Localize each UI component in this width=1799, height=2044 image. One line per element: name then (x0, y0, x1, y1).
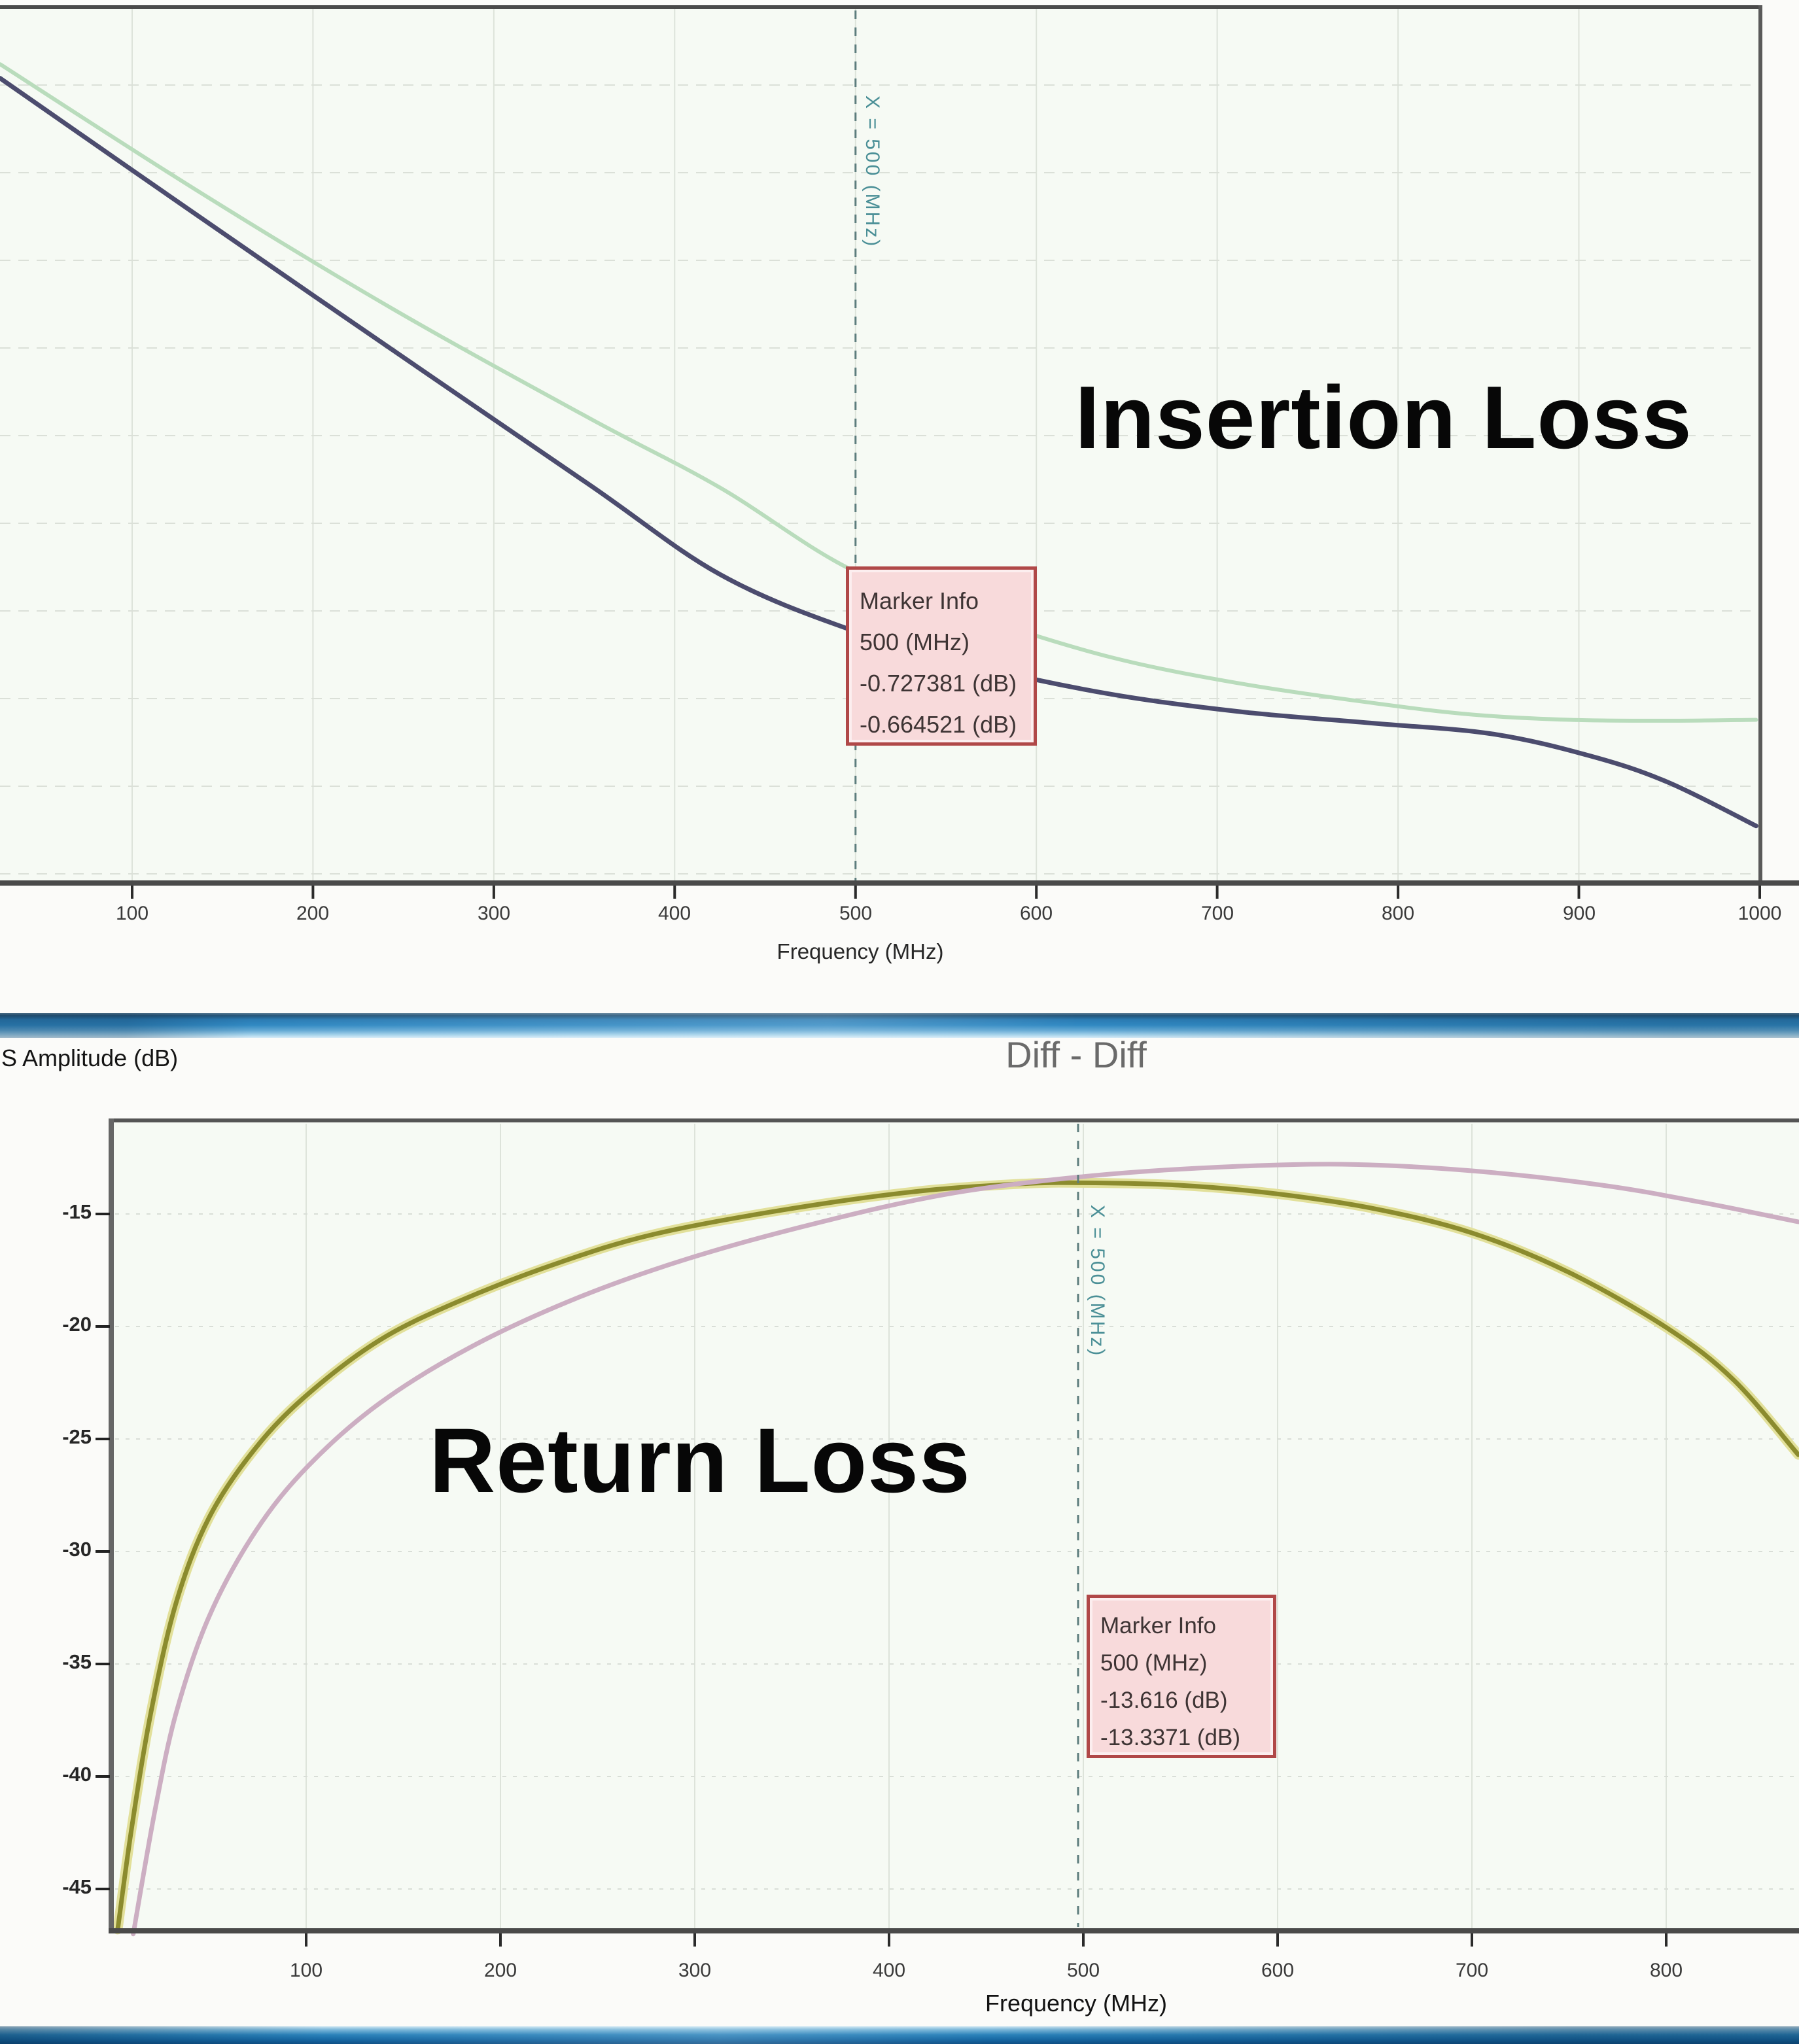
tick-mark (492, 886, 495, 899)
bottom-separator-bar (0, 2026, 1799, 2044)
x-tick-label: 300 (477, 903, 511, 924)
marker-info-box-top[interactable]: Marker Info 500 (MHz) -0.727381 (dB) -0.… (846, 566, 1037, 746)
x-tick-label: 600 (1019, 903, 1053, 924)
tick-mark (854, 886, 857, 899)
frame-top (0, 5, 1762, 9)
tick-mark (1215, 886, 1219, 899)
tick-mark (1082, 1933, 1085, 1947)
x-tick-label: 100 (289, 1960, 323, 1981)
marker-box-value-1: -0.727381 (dB) (860, 670, 1017, 697)
x-tick-label: 1000 (1738, 903, 1782, 924)
y-tick-label: -20 (62, 1313, 92, 1336)
y-tick-label: -35 (62, 1650, 92, 1673)
marker-box-value-2: -0.664521 (dB) (860, 711, 1017, 738)
marker-box-value-1: -13.616 (dB) (1100, 1688, 1228, 1713)
x-tick-label: 300 (678, 1960, 712, 1981)
frame-right (1758, 5, 1762, 884)
tick-mark (96, 1550, 110, 1553)
x-tick-label: 800 (1649, 1960, 1683, 1981)
tick-mark (96, 1438, 110, 1440)
x-axis-label-bottom: Frequency (MHz) (985, 1990, 1168, 2017)
x-tick-label: 100 (115, 903, 149, 924)
tick-mark (693, 1933, 696, 1947)
plot-area-bottom (112, 1122, 1799, 1930)
marker-info-box-bottom[interactable]: Marker Info 500 (MHz) -13.616 (dB) -13.3… (1087, 1595, 1276, 1758)
x-axis-label-top: Frequency (MHz) (777, 939, 944, 963)
y-tick-label: -25 (62, 1425, 92, 1448)
x-tick-label: 700 (1455, 1960, 1489, 1981)
x-tick-label: 400 (657, 903, 691, 924)
separator-bar (0, 1013, 1799, 1038)
tick-mark (1665, 1933, 1668, 1947)
chart-title-insertion-loss: Insertion Loss (1075, 368, 1692, 467)
tick-mark (96, 1888, 110, 1890)
y-tick-label: -40 (62, 1763, 92, 1786)
tick-mark (131, 886, 133, 899)
chart-subtitle-diff-diff: Diff - Diff (1005, 1034, 1147, 1075)
tick-mark (673, 886, 676, 899)
x-tick-label: 600 (1261, 1960, 1295, 1981)
marker-box-title: Marker Info (860, 587, 979, 614)
axis-x-top (0, 880, 1799, 886)
tick-mark (1276, 1933, 1279, 1947)
tick-mark (96, 1775, 110, 1778)
marker-box-frequency: 500 (MHz) (860, 629, 970, 655)
tick-mark (311, 886, 315, 899)
return-trace-2 (131, 1162, 1799, 1937)
tick-mark (96, 1663, 110, 1665)
return-trace-1 (115, 1180, 1799, 1932)
tick-mark (499, 1933, 502, 1947)
tick-mark (1035, 886, 1038, 899)
marker-box-frequency: 500 (MHz) (1100, 1650, 1208, 1676)
chart-title-return-loss: Return Loss (429, 1409, 971, 1512)
axis-y-bottom-chart (109, 1118, 114, 1933)
y-tick-label: -45 (62, 1875, 92, 1898)
x-tick-label: 700 (1200, 903, 1234, 924)
tick-mark (305, 1933, 307, 1947)
tick-mark (888, 1933, 890, 1947)
axis-x-bottom-chart (109, 1928, 1799, 1933)
x-tick-label: 200 (296, 903, 330, 924)
tick-mark (1758, 886, 1761, 899)
x-tick-label: 400 (872, 1960, 906, 1981)
marker-box-value-2: -13.3371 (dB) (1100, 1725, 1241, 1750)
tick-mark (96, 1213, 110, 1215)
tick-mark (1577, 886, 1581, 899)
frame-top-bottom-chart (109, 1118, 1799, 1122)
y-tick-label: -30 (62, 1538, 92, 1561)
marker-x-label-bottom: X = 500 (MHz) (1087, 1205, 1108, 1358)
x-tick-label: 200 (483, 1960, 517, 1981)
x-tick-label: 900 (1562, 903, 1596, 924)
y-tick-label: -15 (62, 1200, 92, 1223)
y-axis-label: S Amplitude (dB) (1, 1045, 179, 1071)
tick-mark (1471, 1933, 1473, 1947)
x-tick-label: 800 (1381, 903, 1415, 924)
x-tick-label: 500 (1066, 1960, 1100, 1981)
tick-mark (96, 1325, 110, 1328)
marker-box-title: Marker Info (1100, 1613, 1216, 1638)
x-tick-label: 500 (839, 903, 873, 924)
tick-mark (1397, 886, 1400, 899)
marker-x-label-top: X = 500 (MHz) (862, 95, 883, 249)
